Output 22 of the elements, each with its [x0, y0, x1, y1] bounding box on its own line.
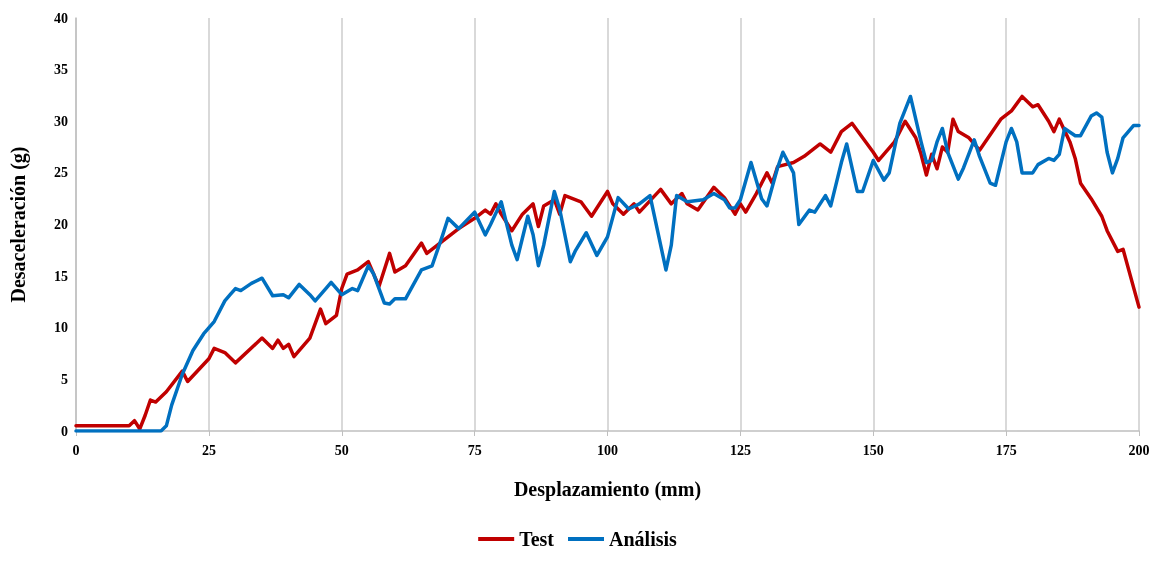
y-tick-label: 0 — [61, 423, 68, 439]
y-tick-label: 25 — [54, 165, 68, 181]
y-tick-label: 30 — [54, 113, 68, 129]
x-tick-label: 175 — [995, 442, 1017, 458]
x-axis-title: Desplazamiento (mm) — [513, 478, 702, 501]
y-axis-title: Desaceleración (g) — [7, 146, 30, 303]
x-tick-label: 50 — [334, 442, 349, 458]
x-tick-label: 0 — [72, 442, 80, 458]
y-tick-label: 10 — [54, 320, 68, 336]
x-tick-label: 25 — [201, 442, 216, 458]
y-tick-label: 5 — [61, 371, 68, 387]
x-tick-label: 100 — [597, 442, 618, 458]
x-tick-label: 75 — [467, 442, 482, 458]
y-tick-label: 40 — [54, 10, 68, 26]
legend-label: Test — [519, 528, 555, 550]
x-tick-label: 125 — [729, 442, 751, 458]
y-tick-label: 15 — [54, 268, 68, 284]
x-tick-label: 200 — [1128, 442, 1150, 458]
y-tick-label: 20 — [54, 217, 68, 232]
legend-label: Análisis — [609, 528, 678, 550]
x-tick-label: 150 — [862, 442, 884, 458]
y-tick-label: 35 — [54, 62, 68, 78]
